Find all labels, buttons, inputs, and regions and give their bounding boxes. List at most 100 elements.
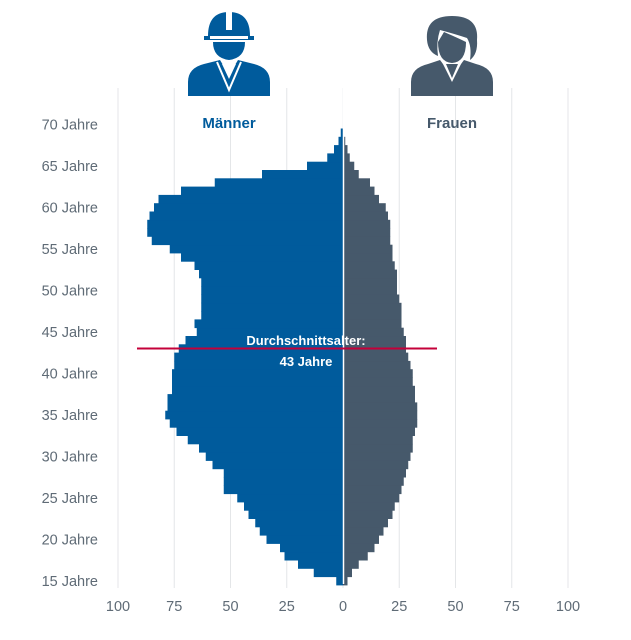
male-bar — [167, 402, 343, 412]
female-bar — [343, 410, 418, 420]
y-tick-label: 45 Jahre — [42, 325, 98, 341]
female-bar — [343, 510, 393, 519]
male-bar — [149, 211, 343, 221]
x-axis-ticks: 100 75 50 25 0 25 50 75 100 — [106, 599, 580, 615]
male-bar — [280, 543, 343, 553]
male-bar — [223, 485, 343, 495]
female-bar — [343, 211, 388, 221]
female-bar — [343, 543, 375, 553]
male-bar — [196, 327, 343, 337]
male-bar — [201, 302, 343, 312]
female-bar — [343, 236, 391, 246]
female-bar — [343, 394, 415, 403]
female-bar — [343, 518, 388, 528]
y-tick-label: 40 Jahre — [42, 367, 98, 383]
y-tick-label: 20 Jahre — [42, 533, 98, 549]
male-bar — [338, 136, 343, 146]
female-bar — [343, 443, 413, 453]
male-bar — [174, 352, 343, 362]
female-bar — [343, 452, 411, 461]
female-bar — [343, 502, 395, 511]
male-bar — [201, 294, 343, 304]
y-tick-label: 25 Jahre — [42, 491, 98, 507]
y-tick-label: 55 Jahre — [42, 242, 98, 258]
male-bar — [199, 269, 343, 279]
male-bar — [169, 244, 343, 254]
male-bar — [165, 410, 343, 420]
male-bar — [201, 286, 343, 295]
x-tick-label: 100 — [106, 599, 130, 615]
male-bar — [336, 576, 343, 586]
male-bar — [327, 153, 343, 163]
male-bar — [255, 518, 343, 528]
female-bar — [343, 253, 393, 262]
female-bar — [343, 269, 397, 279]
female-bar — [343, 261, 395, 270]
male-bar — [298, 560, 343, 569]
female-bar — [343, 203, 386, 212]
male-bar — [262, 170, 343, 179]
female-bar — [343, 560, 359, 569]
y-tick-label: 65 Jahre — [42, 159, 98, 175]
male-bar — [147, 219, 343, 229]
male-bar — [172, 385, 343, 395]
female-bar — [343, 551, 368, 561]
male-bar — [172, 369, 343, 378]
female-bar — [343, 485, 402, 495]
female-bar — [343, 385, 415, 395]
average-age-label-line1: Durchschnittsalter: — [246, 333, 365, 348]
male-bar — [154, 203, 343, 212]
female-bar — [343, 369, 413, 378]
male-bar — [214, 178, 343, 187]
x-tick-label: 75 — [166, 599, 182, 615]
x-tick-label: 25 — [279, 599, 295, 615]
y-tick-label: 70 Jahre — [42, 118, 98, 134]
female-bar — [343, 460, 409, 470]
average-age-label-line2: 43 Jahre — [280, 354, 333, 369]
female-bar — [343, 336, 406, 345]
female-bar — [343, 244, 393, 254]
female-bar — [343, 576, 348, 586]
male-bar — [244, 502, 343, 511]
female-bar — [343, 277, 397, 287]
female-bar — [343, 477, 404, 486]
female-bar — [343, 161, 355, 171]
male-bar — [169, 419, 343, 428]
x-tick-label: 75 — [504, 599, 520, 615]
male-bar — [201, 277, 343, 287]
female-bar — [343, 311, 402, 320]
female-bar — [343, 286, 397, 295]
female-bar — [343, 219, 391, 229]
female-bar — [343, 427, 415, 436]
male-bar — [158, 194, 343, 204]
male-bar — [194, 261, 343, 270]
y-tick-label: 35 Jahre — [42, 408, 98, 424]
female-bar — [343, 294, 400, 304]
male-bar — [172, 377, 343, 387]
male-bar — [334, 145, 343, 154]
x-tick-label: 50 — [222, 599, 238, 615]
male-bar — [151, 236, 343, 246]
male-bar — [185, 336, 343, 345]
y-tick-label: 60 Jahre — [42, 201, 98, 217]
x-tick-label: 100 — [556, 599, 580, 615]
male-bar — [174, 360, 343, 370]
female-bar — [343, 435, 413, 445]
female-bar — [343, 145, 348, 154]
male-bar — [201, 311, 343, 320]
male-bar — [223, 477, 343, 486]
female-bar — [343, 535, 379, 544]
female-bar — [343, 402, 418, 412]
male-bar — [176, 427, 343, 436]
male-bar — [194, 319, 343, 329]
female-bar — [343, 153, 350, 163]
male-bar — [147, 228, 343, 237]
male-bar — [237, 493, 343, 503]
bars — [147, 128, 418, 586]
male-bar — [223, 468, 343, 478]
female-bar — [343, 186, 375, 196]
female-bar — [343, 568, 352, 578]
male-bar — [167, 394, 343, 403]
female-worker-icon — [411, 16, 493, 96]
